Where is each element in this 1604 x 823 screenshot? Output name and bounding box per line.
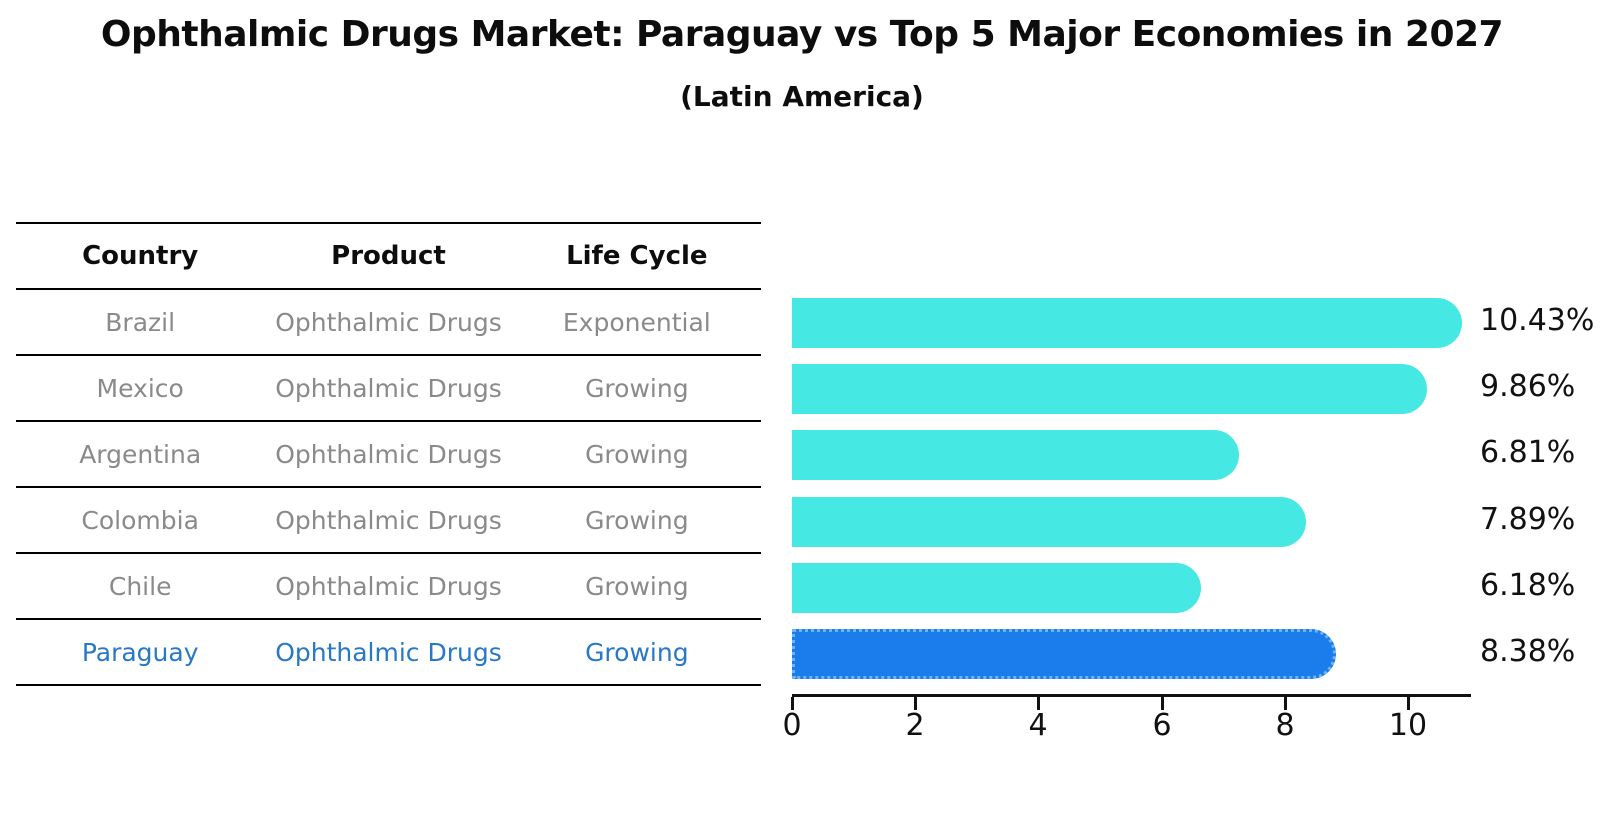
x-axis-tick-label: 2	[905, 708, 925, 743]
x-axis-tick-label: 8	[1275, 708, 1295, 743]
value-label-mexico: 9.86%	[1480, 369, 1576, 404]
bar-chile	[792, 563, 1201, 613]
x-axis-tick-label: 0	[782, 708, 802, 743]
x-axis-tick-label: 4	[1028, 708, 1048, 743]
country-cell: Colombia	[81, 505, 199, 535]
life-cycle-cell: Growing	[585, 439, 689, 469]
value-label-brazil: 10.43%	[1480, 303, 1595, 338]
table-row-argentina: Argentina Ophthalmic Drugs Growing	[16, 422, 761, 488]
bar-colombia	[792, 497, 1306, 547]
country-cell: Chile	[108, 571, 172, 601]
table-row-chile: Chile Ophthalmic Drugs Growing	[16, 554, 761, 620]
table-row-mexico: Mexico Ophthalmic Drugs Growing	[16, 356, 761, 422]
x-axis-tick	[1407, 697, 1410, 710]
life-cycle-cell: Growing	[585, 373, 689, 403]
table-row-colombia: Colombia Ophthalmic Drugs Growing	[16, 488, 761, 554]
chart-subtitle: (Latin America)	[680, 80, 924, 113]
country-cell: Mexico	[96, 373, 184, 403]
life-cycle-cell: Exponential	[562, 307, 711, 337]
country-cell: Paraguay	[81, 637, 199, 667]
bar-brazil	[792, 298, 1462, 348]
value-label-colombia: 7.89%	[1480, 502, 1576, 537]
x-axis-tick-label: 10	[1388, 708, 1428, 743]
table-header-row: Country Product Life Cycle	[16, 222, 761, 290]
product-cell: Ophthalmic Drugs	[275, 373, 502, 403]
table-body: Brazil Ophthalmic Drugs Exponential Mexico O…	[16, 290, 761, 686]
x-axis-tick	[1037, 697, 1040, 710]
country-table: Country Product Life Cycle Brazil Ophthal…	[16, 222, 761, 686]
x-axis-tick	[1161, 697, 1164, 710]
product-cell: Ophthalmic Drugs	[275, 505, 502, 535]
x-axis-tick	[1284, 697, 1287, 710]
life-cycle-cell: Growing	[585, 505, 689, 535]
table-row-brazil: Brazil Ophthalmic Drugs Exponential	[16, 290, 761, 356]
bar-paraguay	[792, 629, 1336, 679]
x-axis-tick	[791, 697, 794, 710]
x-axis-tick	[914, 697, 917, 710]
product-cell: Ophthalmic Drugs	[275, 307, 502, 337]
value-label-paraguay: 8.38%	[1480, 634, 1576, 669]
country-cell: Argentina	[79, 439, 202, 469]
bar-argentina	[792, 430, 1239, 480]
value-label-chile: 6.18%	[1480, 568, 1576, 603]
product-cell: Ophthalmic Drugs	[275, 637, 502, 667]
column-header-product: Product	[331, 241, 446, 271]
value-label-argentina: 6.81%	[1480, 435, 1576, 470]
product-cell: Ophthalmic Drugs	[275, 439, 502, 469]
product-cell: Ophthalmic Drugs	[275, 571, 502, 601]
life-cycle-cell: Growing	[585, 637, 689, 667]
chart-title: Ophthalmic Drugs Market: Paraguay vs Top…	[100, 14, 1504, 55]
column-header-life-cycle: Life Cycle	[566, 241, 708, 271]
table-row-paraguay: Paraguay Ophthalmic Drugs Growing	[16, 620, 761, 686]
x-axis-line	[792, 694, 1471, 697]
column-header-country: Country	[82, 241, 199, 271]
country-cell: Brazil	[105, 307, 176, 337]
life-cycle-cell: Growing	[585, 571, 689, 601]
bar-mexico	[792, 364, 1427, 414]
x-axis-tick-label: 6	[1152, 708, 1172, 743]
